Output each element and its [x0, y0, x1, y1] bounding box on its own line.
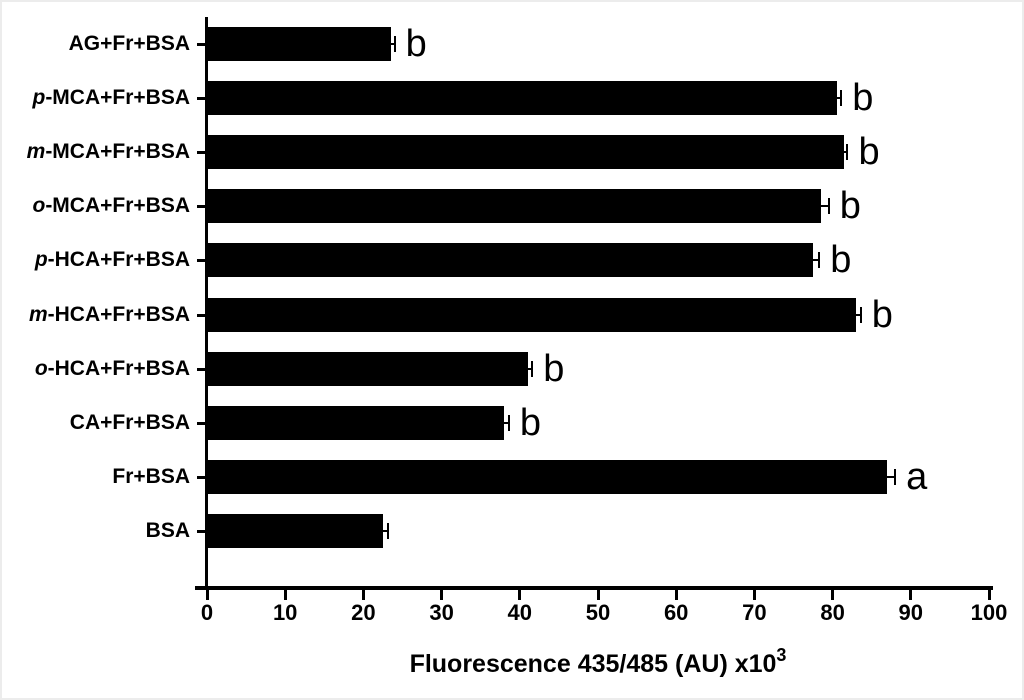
category-label-italic-prefix: m — [28, 302, 48, 326]
error-bar-cap — [859, 306, 862, 323]
bar — [207, 405, 505, 440]
error-bar-whisker — [504, 421, 509, 424]
error-bar-cap — [531, 360, 534, 377]
x-axis-title-superscript: 3 — [776, 645, 787, 665]
error-bar-cap — [846, 144, 849, 161]
error-bar-cap — [507, 414, 510, 431]
y-axis-tick — [197, 313, 206, 317]
bar — [207, 189, 821, 224]
y-axis-tick — [197, 529, 206, 533]
bar — [207, 135, 845, 170]
error-bar-cap — [393, 36, 396, 52]
x-axis-tick — [283, 590, 287, 600]
x-axis-tick-label: 90 — [898, 600, 924, 625]
y-axis-tick — [197, 367, 206, 371]
x-axis-tick-label: 20 — [351, 600, 376, 625]
category-label: m-MCA+Fr+BSA — [26, 140, 190, 164]
bar — [207, 459, 888, 494]
category-label: p-HCA+Fr+BSA — [34, 248, 190, 272]
bar — [207, 27, 391, 61]
error-bar-whisker — [844, 151, 848, 154]
x-axis-tick-label: 40 — [507, 600, 533, 625]
bar — [207, 81, 837, 116]
y-axis-line — [205, 17, 208, 590]
significance-letter: b — [830, 239, 852, 282]
y-axis-tick — [197, 151, 206, 155]
x-axis-tick-label: 10 — [272, 600, 298, 625]
y-axis-tick — [197, 475, 206, 479]
error-bar-whisker — [390, 43, 395, 45]
error-bar-cap — [894, 468, 897, 485]
x-axis-tick-label: 100 — [970, 600, 1008, 625]
x-axis-tick-label: 80 — [820, 600, 845, 625]
category-label: BSA — [145, 518, 190, 542]
category-label: AG+Fr+BSA — [68, 32, 190, 55]
x-axis-tick — [909, 590, 913, 600]
error-bar-whisker — [527, 367, 533, 370]
x-axis-tick — [518, 590, 522, 600]
category-label: CA+Fr+BSA — [69, 410, 190, 434]
bar — [207, 513, 383, 548]
significance-letter: a — [906, 455, 928, 498]
x-axis-line — [195, 586, 993, 590]
category-label: p-MCA+Fr+BSA — [32, 86, 190, 110]
x-axis-tick — [987, 590, 991, 600]
x-axis-tick-label: 60 — [663, 600, 689, 625]
y-axis-tick — [197, 97, 206, 101]
significance-letter: b — [852, 77, 874, 120]
significance-letter: b — [543, 347, 565, 390]
x-axis-tick — [596, 590, 600, 600]
significance-letter: b — [839, 185, 861, 228]
y-axis-tick — [197, 421, 206, 425]
error-bar-whisker — [856, 313, 861, 316]
x-axis-tick-label: 0 — [200, 600, 214, 625]
bar — [207, 297, 857, 332]
category-label-italic-prefix: o — [34, 356, 48, 380]
y-axis-tick — [197, 259, 206, 263]
category-label: m-HCA+Fr+BSA — [28, 302, 190, 326]
error-bar-cap — [840, 90, 843, 107]
error-bar-whisker — [382, 529, 389, 532]
error-bar-whisker — [887, 475, 896, 478]
category-label: Fr+BSA — [112, 464, 190, 488]
x-axis-tick — [205, 590, 209, 600]
significance-letter: b — [858, 131, 880, 174]
category-label-italic-prefix: p — [34, 248, 48, 272]
error-bar-whisker — [813, 259, 820, 262]
error-bar-cap — [818, 252, 821, 269]
error-bar-cap — [387, 522, 390, 539]
y-axis-tick — [197, 43, 206, 46]
bar — [207, 351, 528, 386]
error-bar-whisker — [820, 205, 829, 208]
category-label-italic-prefix: m — [26, 140, 46, 164]
y-axis-tick — [197, 205, 206, 209]
x-axis-title-text: Fluorescence 435/485 (AU) x10 — [409, 650, 777, 678]
category-label: o-HCA+Fr+BSA — [34, 356, 190, 380]
x-axis-tick-label: 70 — [742, 600, 767, 625]
x-axis-tick — [361, 590, 365, 600]
significance-letter: b — [519, 401, 541, 444]
significance-letter: b — [405, 23, 427, 65]
x-axis-tick — [831, 590, 835, 600]
category-label-italic-prefix: p — [32, 86, 46, 110]
x-axis-tick-label: 30 — [429, 600, 454, 625]
x-axis-title: Fluorescence 435/485 (AU) x103 — [207, 645, 989, 679]
x-axis-tick — [752, 590, 756, 600]
category-label-italic-prefix: o — [32, 194, 46, 218]
bar — [207, 243, 814, 278]
error-bar-whisker — [836, 97, 842, 100]
x-axis-tick — [440, 590, 444, 600]
x-axis-tick — [674, 590, 678, 600]
error-bar-cap — [827, 198, 830, 215]
category-label: o-MCA+Fr+BSA — [32, 194, 190, 218]
x-axis-tick-label: 50 — [585, 600, 611, 625]
significance-letter: b — [871, 293, 893, 336]
